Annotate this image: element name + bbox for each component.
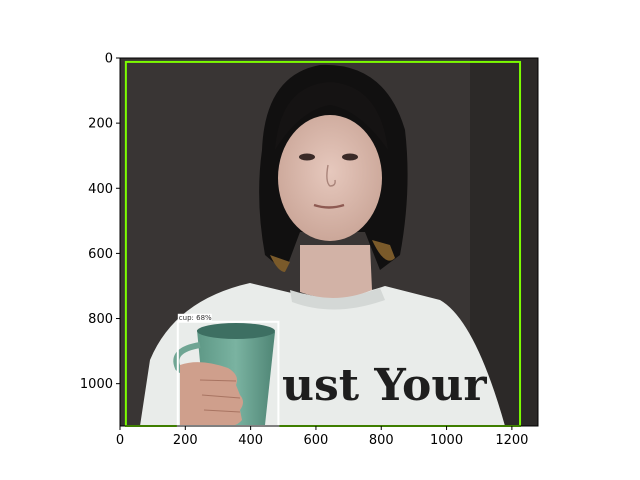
neck	[300, 245, 372, 299]
y-tick-label: 800	[88, 312, 113, 327]
photo: ust Your	[120, 58, 538, 426]
fingers	[199, 379, 241, 413]
cup-box-label: cup: 68%	[179, 314, 212, 322]
cup-box-label-bg	[177, 313, 212, 322]
shirt-print: ust Your	[282, 360, 487, 411]
mouth	[313, 203, 345, 209]
nose	[326, 164, 336, 187]
mug-rim	[197, 323, 275, 339]
x-tick-label: 600	[304, 433, 329, 448]
axes-frame	[119, 57, 539, 427]
hand	[180, 362, 243, 426]
y-tick-label: 200	[88, 117, 113, 132]
x-tick-label: 400	[238, 433, 263, 448]
y-tick-label: 400	[88, 182, 113, 197]
x-axis: 0 200 400 600 800 1000 1200	[116, 426, 528, 448]
y-axis: 0 200 400 600 800 1000	[80, 52, 120, 392]
left-eye	[299, 153, 315, 161]
x-tick-label: 800	[369, 433, 394, 448]
x-tick-label: 0	[116, 433, 124, 448]
x-tick-label: 1000	[430, 433, 463, 448]
shirt-collar	[290, 288, 385, 310]
x-tick-label: 200	[173, 433, 198, 448]
right-eye	[342, 153, 358, 161]
y-tick-label: 1000	[80, 377, 113, 392]
hair-tip-right	[372, 240, 395, 261]
y-tick-label: 0	[105, 52, 113, 67]
hair-tip-left	[270, 255, 290, 272]
face	[278, 115, 382, 241]
y-tick-label: 600	[88, 247, 113, 262]
bangs	[275, 82, 388, 150]
x-tick-label: 1200	[495, 433, 528, 448]
